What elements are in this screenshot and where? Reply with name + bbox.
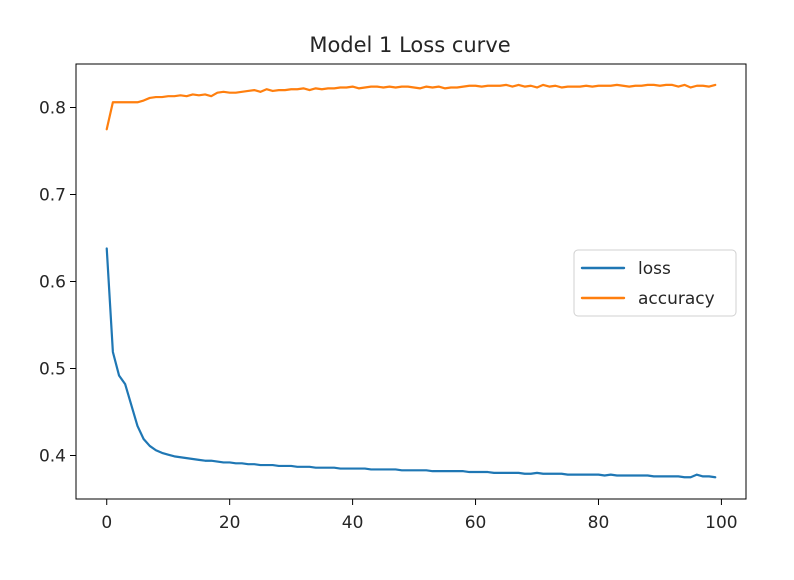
series-line-loss bbox=[105, 247, 717, 479]
legend: loss accuracy bbox=[573, 249, 737, 317]
chart-title: Model 1 Loss curve bbox=[309, 33, 510, 57]
x-tick-label: 20 bbox=[219, 513, 241, 533]
x-tick-label: 100 bbox=[705, 513, 737, 533]
y-tick-label: 0.6 bbox=[39, 273, 66, 293]
axes-layer: 0 20 40 60 80 100 0.4 0.5 0.6 0.7 0.8 bbox=[39, 63, 747, 533]
series-line-accuracy bbox=[105, 83, 717, 131]
series-layer bbox=[105, 83, 717, 479]
x-tick-label: 80 bbox=[588, 513, 610, 533]
y-tick-label: 0.8 bbox=[39, 99, 66, 119]
legend-label-loss: loss bbox=[638, 259, 671, 279]
x-tick-label: 0 bbox=[101, 513, 112, 533]
legend-label-accuracy: accuracy bbox=[638, 289, 715, 309]
x-tick-label: 40 bbox=[342, 513, 364, 533]
y-tick-label: 0.5 bbox=[39, 360, 66, 380]
y-tick-label: 0.7 bbox=[39, 186, 66, 206]
legend-box bbox=[573, 249, 737, 317]
x-tick-label: 60 bbox=[465, 513, 487, 533]
y-tick-label: 0.4 bbox=[39, 447, 66, 467]
